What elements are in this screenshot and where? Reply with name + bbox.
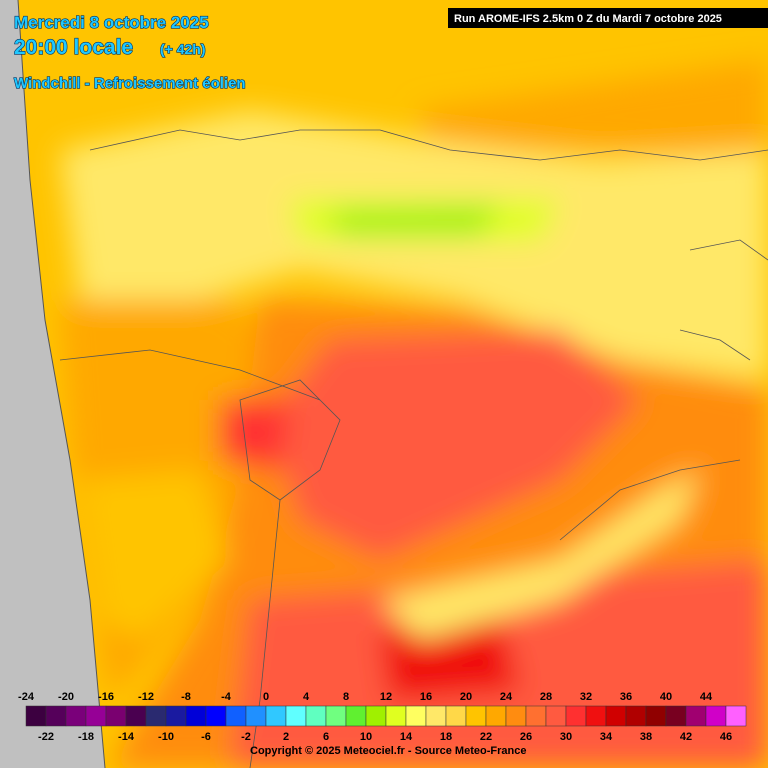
legend-label: 40 <box>660 691 672 703</box>
copyright: Copyright © 2025 Meteociel.fr - Source M… <box>250 745 526 757</box>
legend-label: 14 <box>400 731 413 743</box>
legend-swatch <box>305 705 327 727</box>
legend-swatch <box>705 705 727 727</box>
legend-swatch <box>685 705 707 727</box>
legend-swatch <box>345 705 367 727</box>
legend-label: 24 <box>500 691 513 703</box>
legend-label: -20 <box>58 691 74 703</box>
legend-swatch <box>445 705 467 727</box>
legend-swatch <box>225 705 247 727</box>
legend-swatch <box>505 705 527 727</box>
legend-label: 38 <box>640 731 652 743</box>
legend-label: 30 <box>560 731 572 743</box>
legend-swatch <box>645 705 667 727</box>
legend-label: -4 <box>221 691 232 703</box>
legend-label: 4 <box>303 691 310 703</box>
legend-swatch <box>265 705 287 727</box>
legend-label: 18 <box>440 731 452 743</box>
legend-swatch <box>605 705 627 727</box>
lead-time: (+ 42h) <box>160 41 206 57</box>
coastline <box>17 0 106 768</box>
legend-swatch <box>545 705 567 727</box>
legend-label: 2 <box>283 731 289 743</box>
legend-swatch <box>625 705 647 727</box>
legend-swatch <box>85 705 107 727</box>
legend-label: 28 <box>540 691 552 703</box>
legend-label: -6 <box>201 731 211 743</box>
legend-label: 12 <box>380 691 392 703</box>
legend-label: -24 <box>18 691 35 703</box>
legend-swatch <box>485 705 507 727</box>
borders <box>59 129 768 768</box>
legend-label: -8 <box>181 691 191 703</box>
legend-label: 44 <box>700 691 713 703</box>
legend-label: -10 <box>158 731 174 743</box>
legend-label: 22 <box>480 731 492 743</box>
time: 20:00 locale <box>14 36 133 59</box>
legend-label: 20 <box>460 691 472 703</box>
legend-label: 26 <box>520 731 532 743</box>
legend-swatch <box>465 705 487 727</box>
legend-label: 10 <box>360 731 372 743</box>
legend-swatch <box>405 705 427 727</box>
legend-swatch <box>125 705 147 727</box>
legend-swatch <box>65 705 87 727</box>
legend-swatch <box>425 705 447 727</box>
legend-swatch <box>285 705 307 727</box>
legend-label: 0 <box>263 691 269 703</box>
legend-swatch <box>105 705 127 727</box>
legend: -24-22-20-18-16-14-12-10-8-6-4-202468101… <box>18 691 747 743</box>
legend-label: -18 <box>78 731 94 743</box>
legend-swatch <box>385 705 407 727</box>
legend-swatch <box>525 705 547 727</box>
legend-swatch <box>25 705 47 727</box>
legend-swatch <box>325 705 347 727</box>
legend-label: 36 <box>620 691 632 703</box>
legend-swatch <box>165 705 187 727</box>
legend-label: 42 <box>680 731 692 743</box>
legend-label: -22 <box>38 731 54 743</box>
legend-swatch <box>45 705 67 727</box>
legend-swatch <box>585 705 607 727</box>
legend-label: 32 <box>580 691 592 703</box>
legend-label: -14 <box>118 731 135 743</box>
legend-label: 46 <box>720 731 732 743</box>
legend-label: -16 <box>98 691 114 703</box>
legend-label: 34 <box>600 731 613 743</box>
legend-label: -12 <box>138 691 154 703</box>
run-box <box>448 8 768 28</box>
legend-swatch <box>725 705 747 727</box>
legend-label: 6 <box>323 731 329 743</box>
legend-label: 16 <box>420 691 432 703</box>
legend-label: 8 <box>343 691 349 703</box>
date: Mercredi 8 octobre 2025 <box>14 13 209 32</box>
sea <box>0 0 105 768</box>
parameter: Windchill - Refroissement éolien <box>14 75 246 92</box>
legend-swatch <box>185 705 207 727</box>
run-info: Run AROME-IFS 2.5km 0 Z du Mardi 7 octob… <box>454 13 722 25</box>
legend-swatch <box>145 705 167 727</box>
legend-swatch <box>665 705 687 727</box>
legend-swatch <box>565 705 587 727</box>
legend-swatch <box>365 705 387 727</box>
legend-label: -2 <box>241 731 251 743</box>
legend-swatch <box>205 705 227 727</box>
legend-swatch <box>245 705 267 727</box>
